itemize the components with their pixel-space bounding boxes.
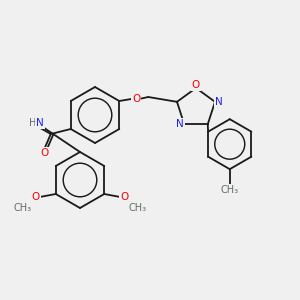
Text: N: N [176, 119, 184, 129]
Text: O: O [40, 148, 49, 158]
Text: H: H [29, 118, 36, 128]
Text: O: O [192, 80, 200, 90]
Text: O: O [32, 192, 40, 202]
Text: N: N [36, 118, 44, 128]
Text: CH₃: CH₃ [221, 185, 239, 195]
Text: CH₃: CH₃ [14, 203, 32, 213]
Text: CH₃: CH₃ [128, 203, 146, 213]
Text: O: O [120, 192, 128, 202]
Text: N: N [215, 97, 223, 107]
Text: O: O [132, 94, 140, 104]
